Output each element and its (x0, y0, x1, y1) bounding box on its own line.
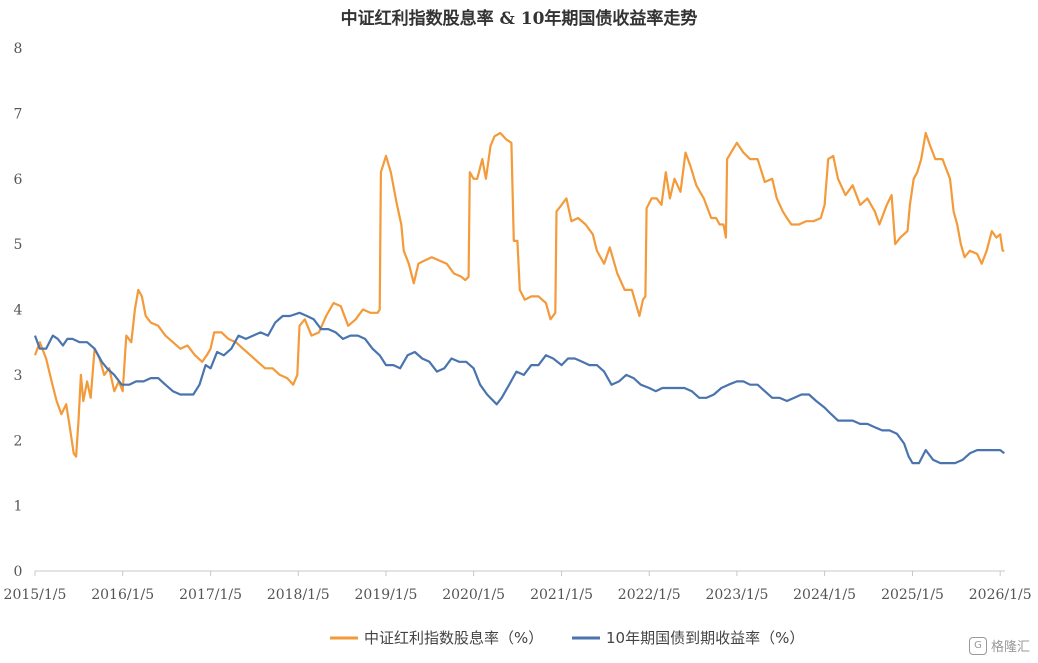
x-tick-label: 2016/1/5 (91, 587, 154, 603)
y-tick-label: 8 (14, 41, 23, 57)
x-tick-label: 2025/1/5 (881, 587, 944, 603)
y-tick-label: 5 (14, 237, 23, 253)
x-tick-label: 2022/1/5 (618, 587, 681, 603)
y-tick-label: 3 (14, 368, 23, 384)
x-tick-label: 2017/1/5 (179, 587, 242, 603)
legend: 中证红利指数股息率（%） 10年期国债到期收益率（%） (330, 629, 804, 647)
y-tick-label: 0 (14, 564, 23, 580)
legend-label: 10年期国债到期收益率（%） (606, 629, 804, 647)
bond-yield-line (33, 311, 1005, 465)
watermark: G 格隆汇 (968, 636, 1030, 655)
y-tick-label: 1 (14, 499, 23, 515)
chart-title: 中证红利指数股息率 & 10年期国债收益率走势 (340, 9, 698, 29)
x-tick-label: 2023/1/5 (705, 587, 768, 603)
y-tick-label: 4 (14, 303, 23, 319)
y-tick-label: 6 (14, 172, 23, 188)
y-axis-ticks: 0 1 2 3 4 5 6 7 8 (14, 41, 23, 580)
watermark-logo-icon: G (968, 636, 987, 655)
x-tick-label: 2021/1/5 (530, 587, 593, 603)
y-tick-label: 7 (14, 106, 23, 122)
y-tick-label: 2 (14, 433, 23, 449)
x-tick-label: 2019/1/5 (355, 587, 418, 603)
watermark-text: 格隆汇 (990, 640, 1030, 655)
x-tick-label: 2020/1/5 (442, 587, 505, 603)
x-tick-label: 2015/1/5 (4, 587, 67, 603)
x-tick-label: 2026/1/5 (969, 587, 1032, 603)
legend-label: 中证红利指数股息率（%） (364, 629, 543, 647)
x-tick-label: 2018/1/5 (267, 587, 330, 603)
x-tick-label: 2024/1/5 (793, 587, 856, 603)
series-lines (33, 131, 1005, 465)
dividend-yield-line (33, 131, 1005, 458)
x-axis: 2015/1/5 2016/1/5 2017/1/5 2018/1/5 2019/1/5… (4, 570, 1032, 603)
